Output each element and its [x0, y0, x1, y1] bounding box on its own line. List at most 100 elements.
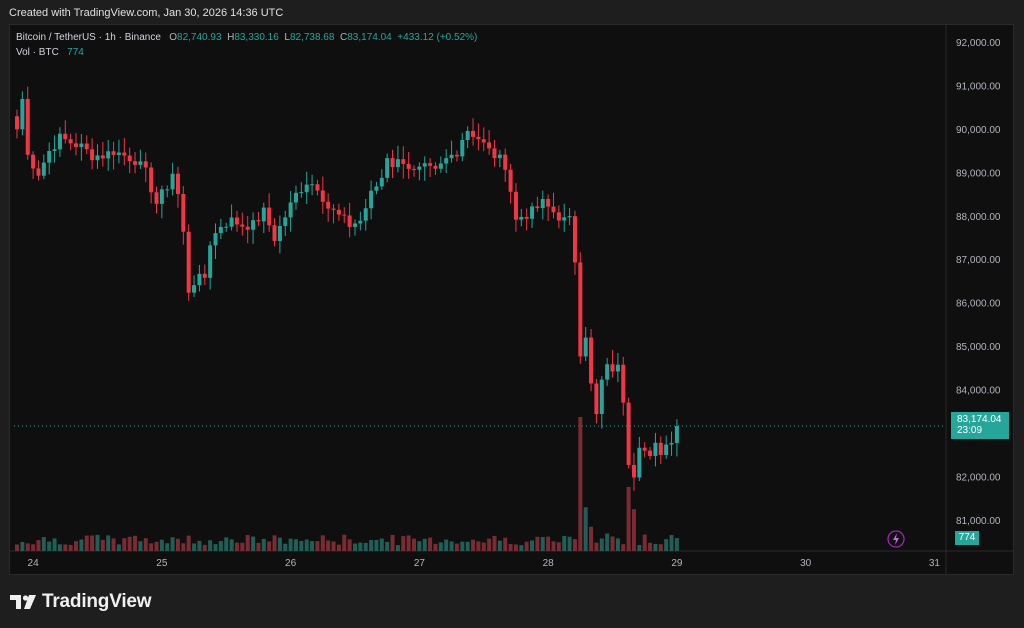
- candle-body: [331, 208, 336, 210]
- candle-body: [41, 162, 46, 176]
- volume-bar: [175, 538, 180, 551]
- volume-bar: [186, 535, 191, 551]
- candle-body: [556, 212, 561, 221]
- candle-body: [240, 224, 245, 227]
- volume-bar: [149, 543, 154, 551]
- candle-body: [599, 379, 604, 415]
- volume-bar: [224, 537, 229, 551]
- volume-bar: [658, 544, 663, 551]
- candle-body: [540, 199, 545, 209]
- volume-bar: [599, 538, 604, 551]
- volume-bar: [530, 540, 535, 551]
- volume-bar: [471, 539, 476, 551]
- volume-bar: [460, 541, 465, 551]
- candle-body: [277, 225, 282, 241]
- candle-body: [25, 99, 30, 155]
- volume-bar: [41, 537, 46, 551]
- candle-body: [449, 154, 454, 159]
- price-tick-label: 85,000.00: [956, 342, 1001, 353]
- candle-body: [454, 154, 459, 157]
- candle-body: [385, 158, 390, 178]
- volume-bar: [631, 509, 636, 551]
- volume-bar: [347, 539, 352, 551]
- time-tick-label: 29: [671, 558, 683, 569]
- volume-bar: [369, 539, 374, 551]
- volume-bar: [342, 534, 347, 551]
- lightning-glyph: [893, 533, 899, 545]
- volume-bar: [674, 538, 679, 551]
- volume-bar: [202, 544, 207, 551]
- volume-bar: [240, 542, 245, 551]
- open-value: 82,740.93: [177, 32, 222, 43]
- volume-value: 774: [67, 47, 84, 58]
- volume-bar: [363, 542, 368, 551]
- candle-body: [471, 130, 476, 137]
- candle-body: [197, 273, 202, 286]
- volume-bar: [277, 537, 282, 551]
- volume-bar: [208, 540, 213, 551]
- volume-bar: [637, 544, 642, 551]
- high-value: 83,330.16: [234, 32, 279, 43]
- candle-body: [374, 186, 379, 191]
- candle-body: [578, 262, 583, 357]
- candle-body: [149, 167, 154, 193]
- candle-body: [224, 226, 229, 228]
- volume-bar: [68, 544, 73, 551]
- volume-bar: [170, 537, 175, 551]
- volume-bar: [165, 543, 170, 551]
- volume-bar: [594, 542, 599, 551]
- candle-body: [605, 364, 610, 380]
- candle-body: [138, 161, 143, 165]
- volume-bar: [100, 539, 105, 551]
- candle-body: [20, 99, 25, 130]
- volume-bar: [589, 526, 594, 551]
- candle-body: [406, 163, 411, 169]
- candle-body: [567, 216, 572, 218]
- candle-body: [492, 148, 497, 159]
- candle-body: [347, 215, 352, 227]
- chart-frame[interactable]: 81,000.0082,000.0083,000.0084,000.0085,0…: [9, 24, 1014, 575]
- volume-bar: [272, 535, 277, 551]
- candle-body: [229, 217, 234, 227]
- volume-bar: [653, 543, 658, 551]
- volume-bar: [562, 535, 567, 551]
- candle-body: [84, 143, 89, 150]
- volume-bar: [524, 541, 529, 551]
- volume-bar: [283, 543, 288, 551]
- high-label: H: [227, 32, 235, 43]
- candle-body: [530, 206, 535, 219]
- volume-bar: [84, 535, 89, 551]
- candle-body: [57, 133, 62, 150]
- candle-body: [299, 192, 304, 194]
- volume-bar: [540, 536, 545, 551]
- volume-bar: [519, 545, 524, 551]
- volume-bar: [395, 545, 400, 551]
- candlestick-chart[interactable]: 81,000.0082,000.0083,000.0084,000.0085,0…: [10, 25, 1013, 574]
- candle-body: [621, 364, 626, 403]
- candle-body: [15, 116, 19, 130]
- volume-bar: [551, 541, 556, 551]
- candle-body: [535, 206, 540, 209]
- candle-body: [637, 447, 642, 478]
- volume-bar: [74, 541, 79, 551]
- candle-body: [642, 447, 647, 451]
- candle-body: [631, 464, 636, 478]
- lightning-icon: [887, 530, 905, 548]
- candle-body: [288, 202, 293, 218]
- volume-bar: [605, 533, 610, 551]
- candle-body: [245, 226, 250, 230]
- volume-bar: [79, 539, 84, 551]
- volume-bar: [417, 541, 422, 551]
- volume-bar: [15, 544, 19, 551]
- candle-body: [154, 192, 159, 204]
- candle-body: [674, 426, 679, 444]
- candle-body: [395, 159, 400, 168]
- volume-bar: [358, 542, 363, 551]
- price-tick-label: 84,000.00: [956, 386, 1001, 397]
- volume-bar: [535, 536, 540, 551]
- candle-body: [283, 217, 288, 226]
- volume-bar: [390, 534, 395, 551]
- volume-bar: [106, 535, 111, 551]
- volume-bar: [546, 536, 551, 551]
- volume-bar: [320, 535, 325, 551]
